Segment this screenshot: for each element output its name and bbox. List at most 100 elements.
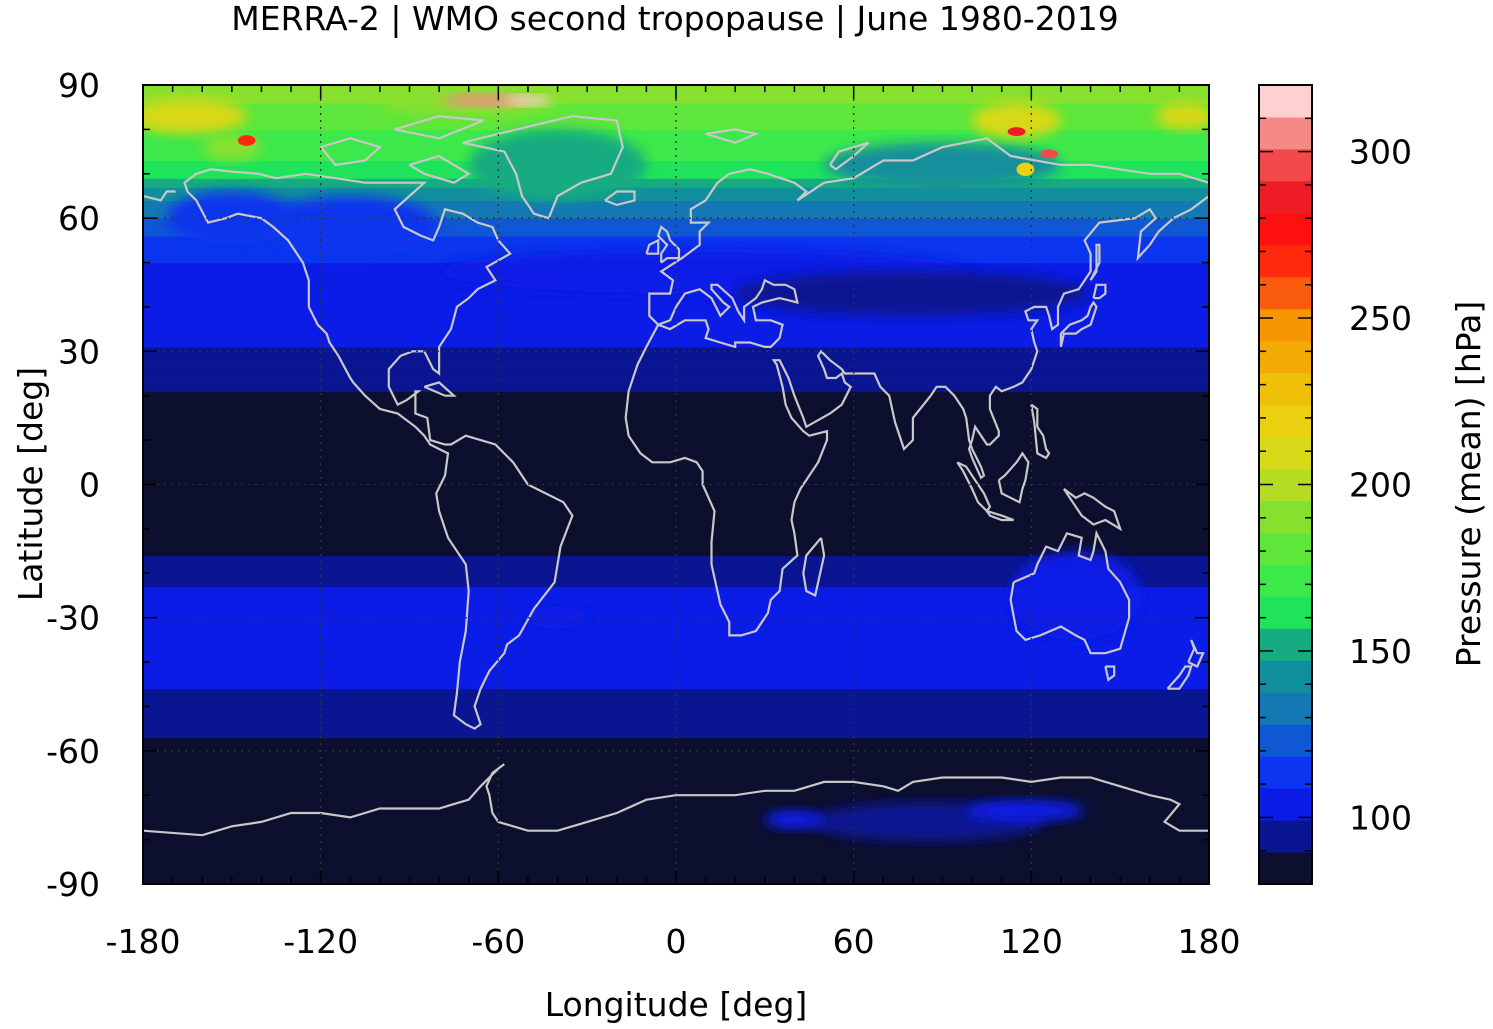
- coastline: [1062, 488, 1123, 532]
- coastline: [1104, 665, 1116, 682]
- heatmap-band: [143, 497, 1209, 503]
- heatmap-band: [143, 422, 1209, 428]
- heatmap-band: [143, 382, 1209, 388]
- colorbar-tick-label: 250: [1349, 299, 1412, 338]
- heatmap-band: [143, 333, 1209, 339]
- x-tick-label: 0: [666, 922, 687, 961]
- heatmap-region: [1155, 102, 1209, 130]
- heatmap-band: [143, 662, 1209, 668]
- x-tick-label: 120: [1000, 922, 1063, 961]
- colorbar-cell: [1259, 564, 1312, 597]
- heatmap-band: [143, 409, 1209, 415]
- heatmap-band: [143, 773, 1209, 779]
- coastline: [656, 225, 681, 264]
- heatmap-band: [143, 817, 1209, 823]
- colorbar-cell: [1259, 820, 1312, 853]
- heatmap-band: [143, 191, 1209, 197]
- coastline: [985, 510, 1014, 522]
- heatmap-band: [143, 213, 1209, 219]
- x-tick-label: -180: [106, 922, 181, 961]
- colorbar-cell: [1259, 116, 1312, 150]
- heatmap-band: [143, 821, 1209, 827]
- heatmap-band: [143, 848, 1209, 854]
- heatmap-band: [143, 324, 1209, 330]
- y-tick-label: -60: [46, 732, 100, 771]
- heatmap-band: [143, 684, 1209, 690]
- heatmap-band: [143, 688, 1209, 694]
- heatmap-band: [143, 116, 1209, 122]
- heatmap-band: [143, 866, 1209, 872]
- heatmap-band: [143, 164, 1209, 170]
- y-axis-label: Latitude [deg]: [11, 367, 50, 601]
- heatmap-band: [143, 448, 1209, 455]
- heatmap-band: [143, 617, 1209, 623]
- heatmap-band: [143, 555, 1209, 561]
- colorbar-cell: [1259, 244, 1312, 278]
- heatmap-band: [143, 737, 1209, 743]
- colorbar-tick-label: 100: [1349, 798, 1412, 837]
- coastline: [1166, 665, 1193, 690]
- heatmap-region: [442, 94, 525, 107]
- heatmap-band: [143, 812, 1209, 819]
- heatmap-band: [143, 444, 1209, 450]
- heatmap-band: [143, 520, 1209, 526]
- heatmap-band: [143, 808, 1209, 814]
- heatmap-region: [1016, 162, 1035, 176]
- heatmap-region: [1010, 551, 1141, 640]
- heatmap-band: [143, 728, 1209, 734]
- heatmap-band: [143, 648, 1209, 654]
- coastline: [1089, 243, 1101, 281]
- colorbar-cell: [1259, 340, 1312, 374]
- heatmap-band: [143, 200, 1209, 206]
- heatmap-region: [966, 799, 1085, 822]
- heatmap-band: [143, 364, 1209, 370]
- heatmap-band: [143, 564, 1209, 570]
- colorbar-cell: [1259, 276, 1312, 310]
- plot-area: [142, 84, 1210, 885]
- heatmap-band: [143, 635, 1209, 641]
- coastline: [624, 195, 1209, 637]
- heatmap-band: [143, 107, 1209, 113]
- coastline: [648, 137, 1209, 326]
- heatmap-band: [143, 626, 1209, 632]
- heatmap-band: [143, 231, 1209, 237]
- heatmap-band: [143, 395, 1209, 401]
- heatmap-region: [1007, 127, 1026, 137]
- heatmap-band: [143, 235, 1209, 241]
- heatmap-band: [143, 551, 1209, 557]
- heatmap-band: [143, 369, 1209, 375]
- heatmap-band: [143, 582, 1209, 588]
- heatmap-region: [504, 95, 552, 106]
- heatmap-band: [143, 844, 1209, 850]
- heatmap-band: [143, 604, 1209, 610]
- heatmap-region: [143, 98, 247, 134]
- colorbar-cell: [1259, 404, 1312, 438]
- colorbar-cell: [1259, 724, 1312, 757]
- heatmap-band: [143, 351, 1209, 357]
- colorbar-cell: [1259, 308, 1312, 342]
- heatmap-band: [143, 568, 1209, 574]
- x-axis-label: Longitude [deg]: [545, 985, 808, 1024]
- heatmap-band: [143, 759, 1209, 765]
- heatmap-band: [143, 360, 1209, 366]
- heatmap-band: [143, 453, 1209, 459]
- coastline: [394, 114, 484, 140]
- coastline: [143, 763, 1209, 837]
- coastline: [1059, 300, 1098, 348]
- heatmap-band: [143, 484, 1209, 490]
- heatmap-band: [143, 204, 1209, 210]
- heatmap-band: [143, 515, 1209, 521]
- colorbar-cell: [1259, 628, 1312, 661]
- heatmap-band: [143, 386, 1209, 392]
- colorbar-cell: [1259, 660, 1312, 693]
- heatmap-band: [143, 835, 1209, 841]
- colorbar-cell: [1259, 788, 1312, 821]
- heatmap-band: [143, 169, 1209, 175]
- heatmap-band: [143, 315, 1209, 321]
- heatmap-band: [143, 679, 1209, 685]
- heatmap-band: [143, 373, 1209, 379]
- heatmap-band: [143, 786, 1209, 792]
- colorbar-cell: [1259, 692, 1312, 725]
- heatmap-band: [143, 639, 1209, 645]
